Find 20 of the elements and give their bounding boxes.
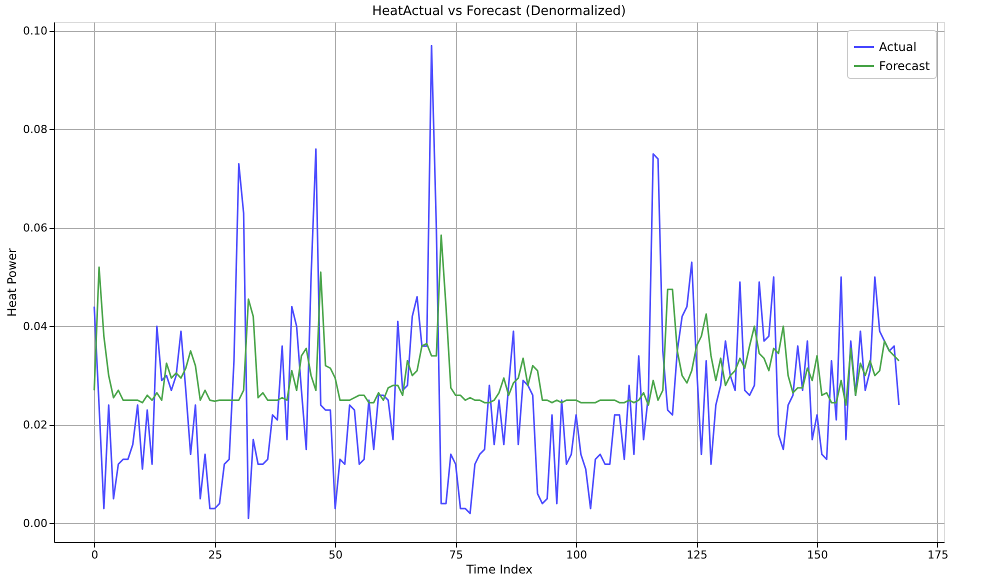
x-tick-label: 25 xyxy=(208,548,222,562)
x-tick-label: 125 xyxy=(686,548,708,562)
line-series xyxy=(93,234,900,406)
y-tick-label: 0.02 xyxy=(23,418,48,432)
y-tick-label: 0.08 xyxy=(23,122,48,136)
x-tick-label: 100 xyxy=(566,548,588,562)
y-axis-title: Heat Power xyxy=(5,248,20,317)
y-tick-label: 0.00 xyxy=(23,516,48,530)
y-tick-label: 0.06 xyxy=(23,221,48,234)
y-tick-label: 0.10 xyxy=(23,24,48,38)
x-tick-label: 175 xyxy=(927,548,948,562)
x-tick-label: 50 xyxy=(328,548,343,562)
x-tick-label: 75 xyxy=(449,548,464,562)
x-tick-label: 0 xyxy=(91,548,98,562)
y-tick-label: 0.04 xyxy=(23,320,48,333)
legend-label: Forecast xyxy=(879,59,930,73)
x-tick-label: 150 xyxy=(807,548,828,562)
chart-title: HeatActual vs Forecast (Denormalized) xyxy=(372,4,626,19)
legend-label: Actual xyxy=(879,40,917,54)
x-axis-title: Time Index xyxy=(465,562,533,576)
